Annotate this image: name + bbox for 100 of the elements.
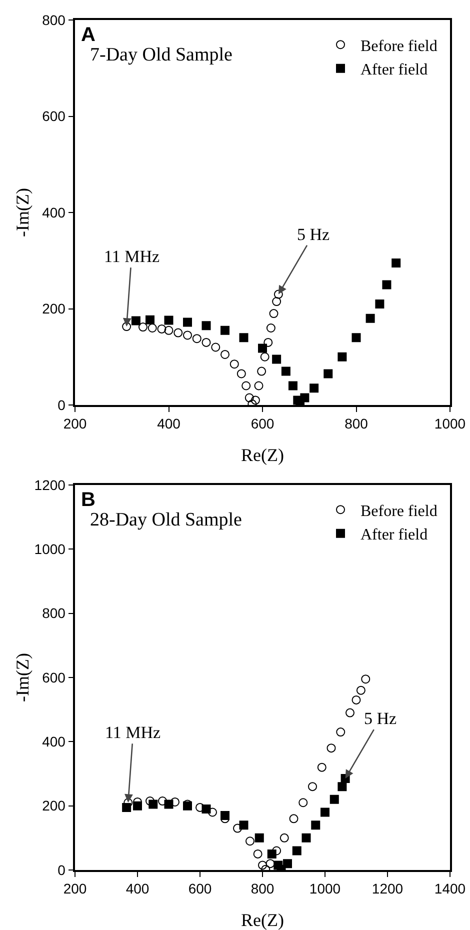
annotation: B	[81, 489, 96, 511]
point	[164, 326, 174, 335]
y-tick-label: 400	[42, 734, 66, 750]
point	[157, 324, 166, 334]
point	[122, 322, 132, 332]
point	[338, 352, 347, 362]
y-tick-label: 200	[42, 300, 66, 317]
point	[361, 674, 370, 684]
y-tick-label: 0	[58, 862, 66, 878]
point	[283, 859, 292, 868]
point	[202, 338, 211, 347]
point	[272, 297, 282, 306]
x-tick-label: 1000	[434, 416, 466, 432]
y-tick-label: 800	[42, 12, 66, 28]
point	[274, 290, 283, 299]
point	[170, 797, 180, 806]
y-tick-label: 1000	[34, 541, 66, 558]
point	[311, 820, 320, 830]
point	[310, 384, 319, 393]
point	[250, 396, 260, 405]
point	[266, 324, 276, 332]
point	[202, 321, 211, 330]
x-tick-label: 1400	[434, 880, 466, 897]
point	[233, 824, 242, 833]
point	[392, 258, 401, 268]
annotation: 11 MHz	[105, 723, 162, 742]
annotation: 5 Hz	[364, 709, 398, 728]
point	[174, 328, 183, 338]
point	[148, 324, 157, 332]
point	[242, 381, 251, 390]
x-tick-label: 800	[250, 880, 274, 897]
point	[266, 859, 275, 868]
x-tick-label: 600	[250, 416, 274, 432]
point	[208, 808, 217, 817]
point	[366, 314, 375, 323]
x-axis-title: Re(Z)	[241, 445, 284, 465]
legend-label: After field	[360, 526, 428, 544]
y-axis-title: -Im(Z)	[12, 653, 32, 702]
point	[258, 860, 267, 870]
point	[272, 354, 282, 364]
point	[164, 316, 174, 325]
point	[246, 836, 254, 846]
y-axis-title: -Im(Z)	[12, 188, 32, 237]
point	[158, 796, 167, 806]
point	[280, 833, 289, 842]
point	[253, 849, 262, 858]
point	[131, 316, 140, 326]
annotation: A	[81, 24, 96, 46]
point	[375, 299, 384, 308]
point	[269, 309, 278, 318]
point	[239, 333, 248, 342]
point	[211, 342, 220, 352]
point	[302, 833, 311, 842]
x-axis-title: Re(Z)	[241, 910, 284, 930]
point	[254, 833, 264, 842]
x-tick-label: 800	[344, 416, 368, 432]
legend-label: After field	[360, 62, 428, 79]
point	[289, 814, 298, 824]
point	[264, 338, 273, 347]
legend-label: Before field	[360, 38, 438, 55]
point	[258, 344, 267, 353]
point	[239, 820, 248, 830]
point	[326, 744, 336, 753]
point	[346, 708, 354, 718]
annotation: 5 Hz	[297, 225, 330, 244]
point	[260, 352, 270, 362]
point	[257, 366, 266, 376]
y-tick-label: 0	[58, 396, 66, 413]
point	[281, 366, 290, 376]
y-tick-label: 200	[42, 798, 66, 814]
point	[308, 782, 317, 792]
point	[192, 334, 202, 344]
x-tick-label: 400	[157, 416, 181, 432]
point	[183, 318, 192, 327]
point	[220, 350, 230, 359]
text: 7-Day Old Sample	[90, 44, 232, 66]
point	[338, 782, 347, 792]
annotation: 11 MHz	[104, 247, 160, 266]
y-tick-label: 400	[42, 204, 66, 220]
y-tick-label: 800	[42, 605, 66, 622]
point	[292, 846, 302, 856]
point	[336, 728, 346, 737]
point	[356, 686, 366, 695]
point	[352, 695, 361, 704]
text: 28-Day Old Sample	[90, 509, 242, 530]
point	[382, 280, 392, 290]
point	[183, 330, 192, 340]
point	[138, 322, 148, 332]
point	[236, 369, 246, 378]
legend-label: Before field	[360, 502, 438, 520]
point	[317, 762, 326, 772]
x-tick-label: 600	[188, 880, 212, 897]
y-tick-label: 1200	[34, 476, 66, 493]
point	[320, 808, 330, 817]
point	[220, 326, 230, 335]
y-tick-label: 600	[42, 669, 66, 686]
point	[330, 794, 339, 804]
point	[288, 381, 298, 390]
point	[352, 333, 361, 342]
x-tick-label: 400	[126, 880, 150, 897]
